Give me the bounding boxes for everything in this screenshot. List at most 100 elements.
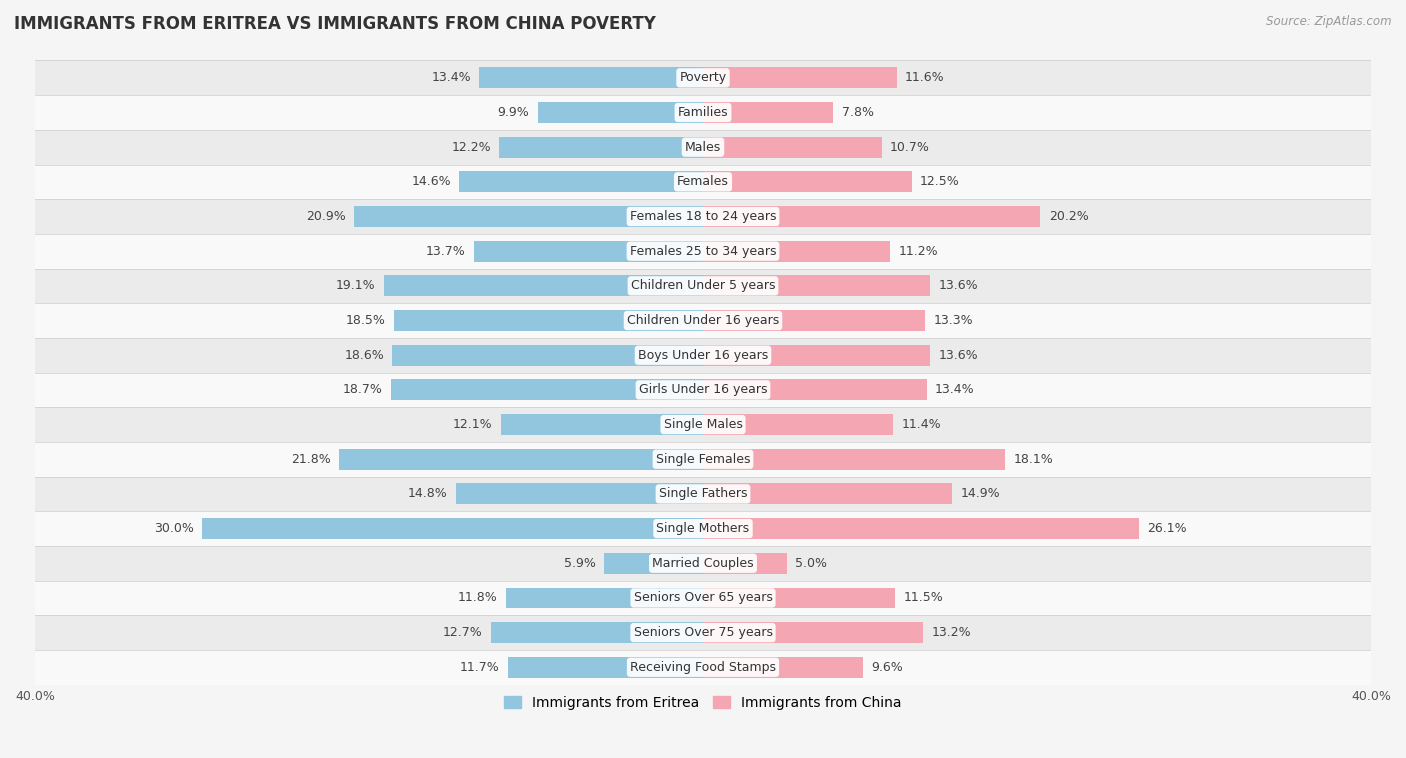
Text: IMMIGRANTS FROM ERITREA VS IMMIGRANTS FROM CHINA POVERTY: IMMIGRANTS FROM ERITREA VS IMMIGRANTS FR…	[14, 15, 657, 33]
Text: Single Males: Single Males	[664, 418, 742, 431]
Bar	[703, 484, 952, 504]
Text: 9.6%: 9.6%	[872, 661, 904, 674]
Bar	[703, 171, 911, 193]
Text: 11.5%: 11.5%	[904, 591, 943, 604]
Text: 13.6%: 13.6%	[938, 280, 979, 293]
Bar	[703, 449, 1005, 470]
Bar	[35, 199, 1371, 234]
Text: 20.2%: 20.2%	[1049, 210, 1088, 223]
Text: 14.8%: 14.8%	[408, 487, 447, 500]
Bar	[703, 345, 931, 365]
Text: 13.3%: 13.3%	[934, 314, 973, 327]
Bar	[392, 345, 703, 365]
Bar	[35, 130, 1371, 164]
Bar	[501, 414, 703, 435]
Text: Boys Under 16 years: Boys Under 16 years	[638, 349, 768, 362]
Text: 11.6%: 11.6%	[905, 71, 945, 84]
Text: 18.7%: 18.7%	[343, 384, 382, 396]
Bar	[35, 234, 1371, 268]
Text: Source: ZipAtlas.com: Source: ZipAtlas.com	[1267, 15, 1392, 28]
Text: 18.5%: 18.5%	[346, 314, 385, 327]
Bar	[354, 206, 703, 227]
Text: 12.2%: 12.2%	[451, 141, 491, 154]
Bar	[703, 310, 925, 331]
Bar	[35, 303, 1371, 338]
Bar	[35, 581, 1371, 615]
Bar	[460, 171, 703, 193]
Bar	[703, 206, 1040, 227]
Bar	[703, 380, 927, 400]
Bar	[35, 268, 1371, 303]
Text: 11.4%: 11.4%	[901, 418, 942, 431]
Text: 11.8%: 11.8%	[458, 591, 498, 604]
Bar	[605, 553, 703, 574]
Bar	[35, 96, 1371, 130]
Bar	[479, 67, 703, 88]
Text: 14.9%: 14.9%	[960, 487, 1000, 500]
Text: Families: Families	[678, 106, 728, 119]
Bar	[202, 518, 703, 539]
Bar	[703, 518, 1139, 539]
Bar	[499, 136, 703, 158]
Text: 18.1%: 18.1%	[1014, 453, 1053, 465]
Text: 12.1%: 12.1%	[453, 418, 492, 431]
Bar	[35, 61, 1371, 96]
Bar	[35, 407, 1371, 442]
Bar	[703, 241, 890, 262]
Text: 11.2%: 11.2%	[898, 245, 938, 258]
Text: 18.6%: 18.6%	[344, 349, 384, 362]
Text: 5.0%: 5.0%	[794, 556, 827, 570]
Text: 13.2%: 13.2%	[932, 626, 972, 639]
Bar	[35, 338, 1371, 372]
Text: 14.6%: 14.6%	[411, 175, 451, 188]
Text: 10.7%: 10.7%	[890, 141, 929, 154]
Text: 12.5%: 12.5%	[920, 175, 960, 188]
Text: Receiving Food Stamps: Receiving Food Stamps	[630, 661, 776, 674]
Text: Males: Males	[685, 141, 721, 154]
Text: Married Couples: Married Couples	[652, 556, 754, 570]
Bar	[35, 164, 1371, 199]
Text: 12.7%: 12.7%	[443, 626, 482, 639]
Bar	[703, 102, 834, 123]
Bar	[537, 102, 703, 123]
Text: 13.4%: 13.4%	[432, 71, 471, 84]
Text: Females 25 to 34 years: Females 25 to 34 years	[630, 245, 776, 258]
Text: Females 18 to 24 years: Females 18 to 24 years	[630, 210, 776, 223]
Bar	[456, 484, 703, 504]
Bar	[703, 275, 931, 296]
Bar	[703, 414, 893, 435]
Bar	[339, 449, 703, 470]
Text: 13.4%: 13.4%	[935, 384, 974, 396]
Bar	[384, 275, 703, 296]
Bar	[491, 622, 703, 643]
Bar	[703, 553, 786, 574]
Bar	[474, 241, 703, 262]
Bar	[35, 511, 1371, 546]
Text: 26.1%: 26.1%	[1147, 522, 1187, 535]
Text: 21.8%: 21.8%	[291, 453, 330, 465]
Bar	[35, 546, 1371, 581]
Text: 9.9%: 9.9%	[498, 106, 529, 119]
Text: Children Under 16 years: Children Under 16 years	[627, 314, 779, 327]
Text: 20.9%: 20.9%	[307, 210, 346, 223]
Bar	[391, 380, 703, 400]
Text: Females: Females	[678, 175, 728, 188]
Bar	[506, 587, 703, 609]
Bar	[35, 650, 1371, 684]
Text: 7.8%: 7.8%	[842, 106, 873, 119]
Bar	[703, 587, 896, 609]
Bar	[703, 622, 924, 643]
Text: Poverty: Poverty	[679, 71, 727, 84]
Bar	[35, 615, 1371, 650]
Text: Seniors Over 65 years: Seniors Over 65 years	[634, 591, 772, 604]
Text: 30.0%: 30.0%	[153, 522, 194, 535]
Bar	[703, 657, 863, 678]
Text: 11.7%: 11.7%	[460, 661, 499, 674]
Text: 5.9%: 5.9%	[564, 556, 596, 570]
Bar	[703, 136, 882, 158]
Bar	[508, 657, 703, 678]
Bar	[35, 442, 1371, 477]
Text: Single Females: Single Females	[655, 453, 751, 465]
Text: 13.7%: 13.7%	[426, 245, 465, 258]
Bar	[394, 310, 703, 331]
